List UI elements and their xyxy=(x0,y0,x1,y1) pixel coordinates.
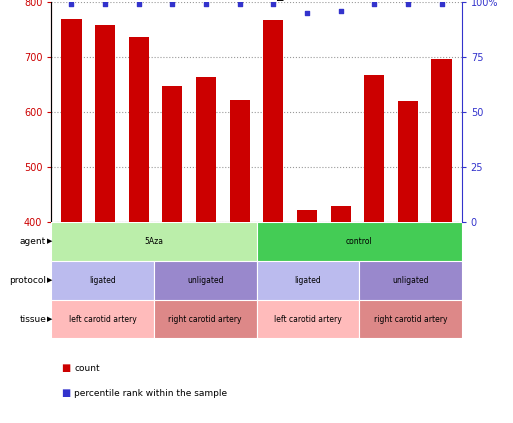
Bar xyxy=(51,222,256,261)
Text: GSM1356650: GSM1356650 xyxy=(203,231,208,268)
Bar xyxy=(154,222,188,277)
Point xyxy=(101,1,109,8)
Bar xyxy=(51,222,86,277)
Text: right carotid artery: right carotid artery xyxy=(168,315,242,324)
Text: ▶: ▶ xyxy=(47,277,52,283)
Point xyxy=(370,1,379,8)
Bar xyxy=(154,299,256,338)
Text: ■: ■ xyxy=(62,388,71,398)
Bar xyxy=(196,77,216,222)
Text: unligated: unligated xyxy=(392,276,429,285)
Bar xyxy=(95,25,115,222)
Bar xyxy=(51,261,154,299)
Text: tissue: tissue xyxy=(19,315,46,324)
Point xyxy=(269,1,278,8)
Bar xyxy=(398,101,418,222)
Bar xyxy=(330,206,351,222)
Point xyxy=(134,1,143,8)
Bar xyxy=(297,210,317,222)
Text: percentile rank within the sample: percentile rank within the sample xyxy=(74,389,227,398)
Text: agent: agent xyxy=(20,237,46,246)
Bar xyxy=(364,75,384,222)
Text: 5Aza: 5Aza xyxy=(144,237,164,246)
Bar xyxy=(256,222,291,277)
Text: ▶: ▶ xyxy=(47,316,52,322)
Bar xyxy=(230,100,250,222)
Text: left carotid artery: left carotid artery xyxy=(274,315,342,324)
Text: GSM1356644: GSM1356644 xyxy=(408,231,413,268)
Text: left carotid artery: left carotid artery xyxy=(69,315,136,324)
Text: unligated: unligated xyxy=(187,276,224,285)
Text: GSM1356649: GSM1356649 xyxy=(168,231,173,268)
Text: GSM1356648: GSM1356648 xyxy=(134,231,140,268)
Bar xyxy=(325,222,359,277)
Point xyxy=(67,1,75,8)
Bar xyxy=(393,222,427,277)
Text: ligated: ligated xyxy=(294,276,321,285)
Bar xyxy=(359,222,393,277)
Bar xyxy=(359,261,462,299)
Point xyxy=(202,1,210,8)
Text: count: count xyxy=(74,363,100,373)
Point xyxy=(168,1,176,8)
Text: protocol: protocol xyxy=(9,276,46,285)
Text: GSM1356643: GSM1356643 xyxy=(373,231,379,268)
Point xyxy=(303,10,311,16)
Bar xyxy=(359,299,462,338)
Point xyxy=(337,8,345,14)
Bar xyxy=(129,37,149,222)
Text: ▶: ▶ xyxy=(47,239,52,244)
Text: GSM1356647: GSM1356647 xyxy=(100,231,105,268)
Point xyxy=(404,1,412,8)
Text: GSM1356642: GSM1356642 xyxy=(340,231,345,268)
Bar xyxy=(62,19,82,222)
Bar xyxy=(256,222,462,261)
Bar xyxy=(162,86,183,222)
Bar xyxy=(154,261,256,299)
Text: GSM1356645: GSM1356645 xyxy=(442,231,447,268)
Text: GSM1356646: GSM1356646 xyxy=(66,231,71,268)
Bar xyxy=(51,299,154,338)
Bar xyxy=(263,20,283,222)
Bar xyxy=(427,222,462,277)
Bar xyxy=(256,261,359,299)
Point xyxy=(235,1,244,8)
Bar xyxy=(222,222,256,277)
Bar xyxy=(431,59,451,222)
Text: control: control xyxy=(346,237,372,246)
Text: ■: ■ xyxy=(62,363,71,373)
Text: right carotid artery: right carotid artery xyxy=(373,315,447,324)
Text: GSM1356641: GSM1356641 xyxy=(305,231,310,268)
Point xyxy=(438,1,446,8)
Text: ligated: ligated xyxy=(89,276,116,285)
Bar xyxy=(256,299,359,338)
Text: GSM1356651: GSM1356651 xyxy=(237,231,242,268)
Bar xyxy=(86,222,120,277)
Bar xyxy=(291,222,325,277)
Bar xyxy=(188,222,222,277)
Text: GSM1356640: GSM1356640 xyxy=(271,231,276,268)
Bar xyxy=(120,222,154,277)
